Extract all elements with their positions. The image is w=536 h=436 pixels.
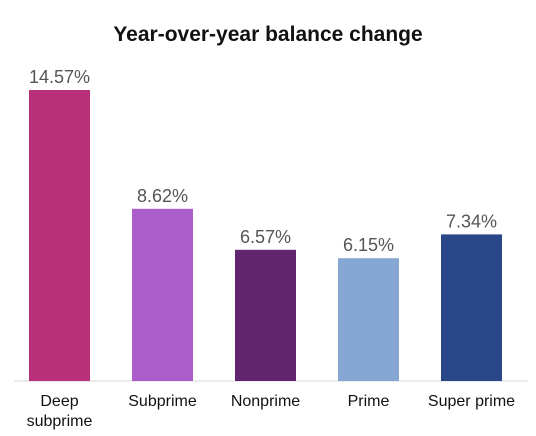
data-label-0: 14.57% bbox=[29, 67, 90, 87]
data-label-1: 8.62% bbox=[137, 186, 188, 206]
data-label-4: 7.34% bbox=[446, 211, 497, 231]
bar-1 bbox=[132, 208, 193, 381]
category-label-0-line-1: subprime bbox=[27, 413, 93, 430]
bar-0 bbox=[29, 90, 90, 381]
data-label-3: 6.15% bbox=[343, 235, 394, 255]
data-labels-group: 14.57% 8.62% 6.57% 6.15% 7.34% bbox=[29, 67, 497, 255]
category-label-1: Subprime bbox=[128, 393, 197, 410]
data-label-2: 6.57% bbox=[240, 227, 291, 247]
bars-group bbox=[29, 90, 502, 381]
bar-3 bbox=[338, 258, 399, 381]
category-labels-group: Deep subprime Subprime Nonprime Prime Super p… bbox=[27, 393, 516, 430]
category-label-4: Super prime bbox=[428, 393, 515, 410]
chart-title: Year-over-year balance change bbox=[113, 23, 422, 46]
bar-4 bbox=[441, 234, 502, 381]
category-label-3: Prime bbox=[348, 393, 390, 410]
bar-2 bbox=[235, 249, 296, 381]
category-label-0-line-0: Deep bbox=[40, 393, 78, 410]
category-label-2: Nonprime bbox=[231, 393, 300, 410]
